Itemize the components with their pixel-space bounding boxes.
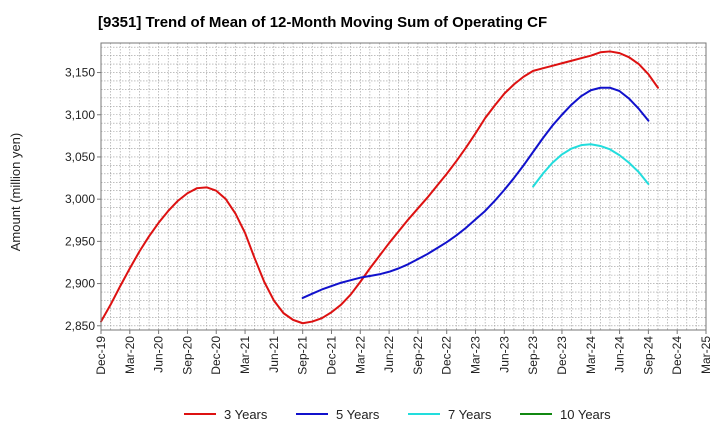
y-axis-ticks: 2,850 2,900 2,950 3,000 3,050 3,100 3,150	[65, 66, 101, 333]
y-axis-title: Amount (million yen)	[8, 133, 23, 252]
x-tick-label: Dec-20	[209, 336, 223, 375]
legend-label: 5 Years	[336, 407, 380, 422]
y-tick-label: 2,950	[65, 234, 95, 248]
y-tick-label: 3,050	[65, 150, 95, 164]
series-line-3-years	[100, 50, 659, 325]
x-tick-label: Mar-21	[238, 336, 252, 374]
x-tick-label: Mar-20	[123, 336, 137, 374]
series-line-5-years	[301, 86, 650, 299]
x-tick-label: Jun-22	[382, 336, 396, 373]
series-lines	[100, 50, 659, 325]
chart-title: [9351] Trend of Mean of 12-Month Moving …	[98, 14, 547, 31]
x-tick-label: Dec-23	[555, 336, 569, 375]
y-tick-label: 3,100	[65, 108, 95, 122]
plot-frame	[100, 42, 707, 331]
x-tick-label: Sep-23	[526, 336, 540, 375]
series-line-7-years	[532, 143, 650, 188]
x-tick-label: Sep-24	[641, 336, 655, 375]
grid-lines	[101, 43, 706, 330]
x-tick-label: Sep-20	[180, 336, 194, 375]
legend-label: 3 Years	[224, 407, 268, 422]
x-tick-label: Sep-22	[411, 336, 425, 375]
x-tick-label: Mar-25	[699, 336, 713, 374]
legend-label: 7 Years	[448, 407, 492, 422]
x-tick-label: Mar-22	[353, 336, 367, 374]
x-tick-label: Dec-24	[670, 336, 684, 375]
x-tick-label: Jun-20	[152, 336, 166, 373]
legend: 3 Years 5 Years 7 Years 10 Years	[184, 407, 611, 422]
x-tick-label: Mar-24	[584, 336, 598, 374]
x-tick-label: Dec-19	[94, 336, 108, 375]
x-tick-label: Jun-23	[497, 336, 511, 373]
y-tick-label: 3,150	[65, 66, 95, 80]
x-tick-label: Dec-22	[440, 336, 454, 375]
y-tick-label: 2,850	[65, 319, 95, 333]
x-tick-label: Jun-21	[267, 336, 281, 373]
x-tick-label: Jun-24	[613, 336, 627, 373]
x-axis-ticks: Dec-19 Mar-20 Jun-20 Sep-20 Dec-20 Mar-21 Jun-…	[94, 330, 713, 375]
x-tick-label: Mar-23	[469, 336, 483, 374]
x-tick-label: Sep-21	[296, 336, 310, 375]
y-tick-label: 3,000	[65, 192, 95, 206]
x-tick-label: Dec-21	[324, 336, 338, 375]
legend-label: 10 Years	[560, 407, 611, 422]
y-tick-label: 2,900	[65, 277, 95, 291]
